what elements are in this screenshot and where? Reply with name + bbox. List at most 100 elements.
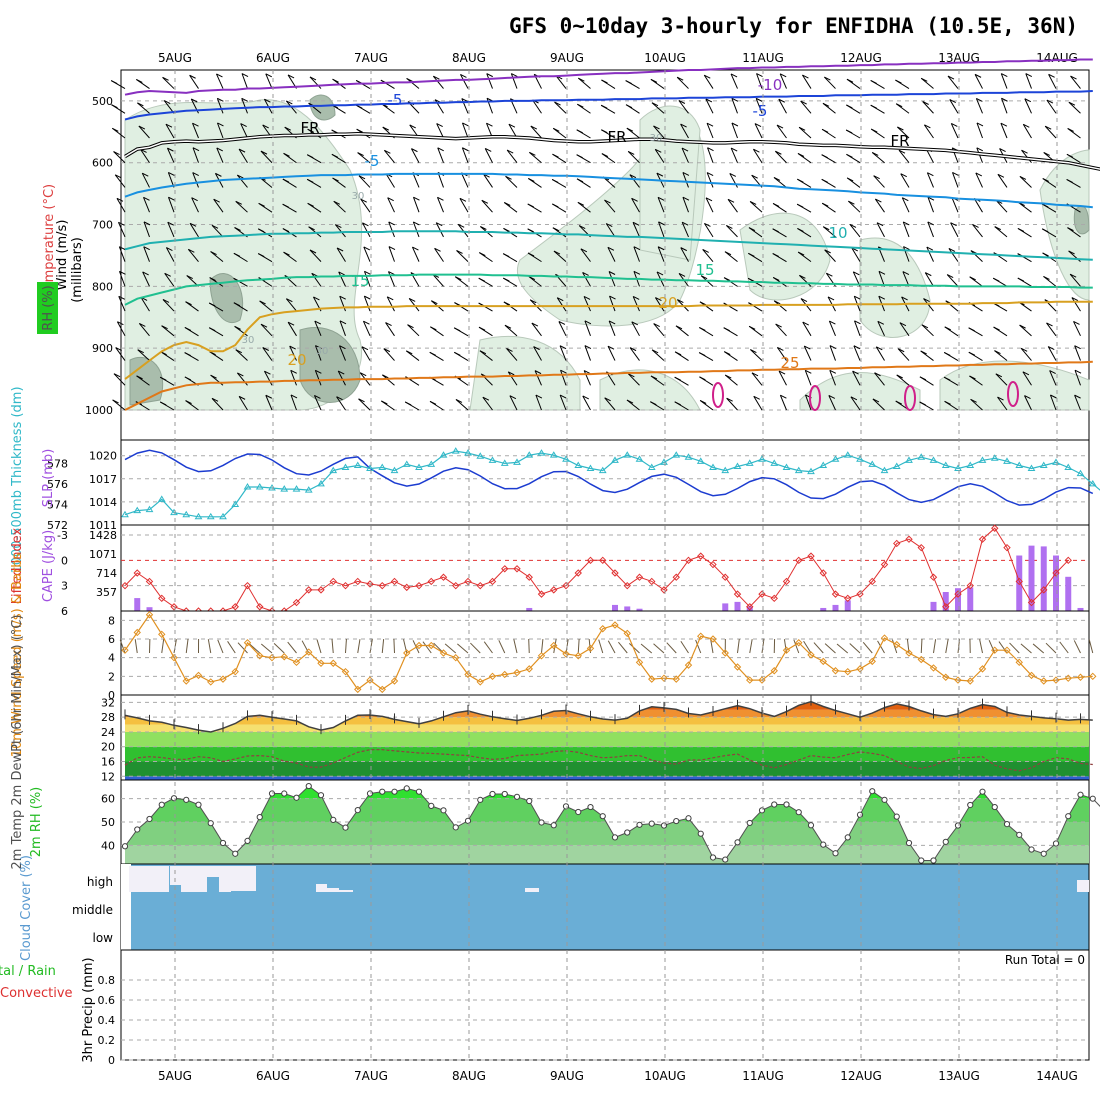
- wind-barb: [945, 300, 959, 312]
- precip-frame: [120, 949, 1090, 1061]
- wind-barb: [724, 374, 738, 386]
- wind-barb-flag: [161, 325, 168, 330]
- wind-barb-flag: [731, 97, 739, 102]
- wind-barb-flag: [925, 272, 932, 277]
- wind-barb: [461, 98, 469, 114]
- wind-barb-flag: [534, 370, 542, 375]
- wind-barb-flag: [829, 320, 836, 325]
- wind-barb-flag: [846, 104, 853, 109]
- wind-barb: [952, 172, 959, 188]
- wind-speed-marker: [709, 635, 717, 643]
- wind-barb: [653, 323, 665, 337]
- wind-barb-flag: [282, 228, 290, 232]
- wind-barb-flag: [927, 221, 935, 226]
- surface-wind-barb: [945, 639, 949, 654]
- thickness-marker: [868, 460, 877, 467]
- wind-barb-flag: [975, 172, 983, 177]
- wind-barb-flag: [286, 100, 293, 105]
- rh-marker: [305, 782, 312, 790]
- rh-marker: [513, 793, 521, 800]
- wind-barb-flag: [871, 128, 878, 133]
- wind-barb-flag: [797, 152, 805, 157]
- wind-barb-flag: [434, 247, 441, 252]
- wind-barb-flag: [970, 398, 977, 403]
- li-tick: 6: [61, 605, 68, 618]
- wind-barb-flag: [606, 223, 613, 227]
- wind-speed-marker: [807, 651, 815, 659]
- surface-wind-barb: [891, 639, 898, 654]
- surface-wind-barb: [695, 639, 702, 654]
- wind-barb-flag: [457, 223, 465, 228]
- wind-barb: [385, 173, 395, 188]
- wind-barb: [871, 152, 885, 164]
- wind-barb-flag: [137, 349, 144, 354]
- wind-barb-flag: [723, 327, 730, 332]
- thickness-marker: [427, 460, 436, 467]
- wind-barb: [285, 298, 297, 312]
- wind-speed-marker: [954, 676, 962, 684]
- isotherm-label: 15: [695, 261, 714, 279]
- thickness-marker: [390, 466, 399, 474]
- li-marker: [844, 594, 852, 603]
- wind-barb: [627, 151, 640, 164]
- wind-barb-flag: [241, 73, 249, 77]
- wind-barb-flag: [142, 172, 149, 177]
- surface-wind-barb: [1073, 640, 1081, 654]
- wind-barb-flag: [162, 299, 170, 303]
- wind-speed-marker: [133, 628, 141, 637]
- thickness-marker: [280, 485, 289, 492]
- rh-marker: [1089, 795, 1096, 802]
- wind-barb-flag: [583, 295, 591, 300]
- surface-wind-barb: [483, 641, 493, 654]
- wind-barb-flag: [850, 396, 858, 401]
- thickness-marker: [317, 479, 325, 487]
- wind-barb-flag: [577, 201, 585, 206]
- rh-marker: [207, 820, 214, 827]
- wind-speed-marker: [415, 641, 423, 650]
- wind-barb: [976, 122, 983, 139]
- wind-barb: [799, 274, 812, 287]
- wind-barb: [927, 221, 934, 238]
- wind-barb: [114, 174, 126, 188]
- wind-barb-flag: [511, 73, 518, 78]
- wind-barb-flag: [849, 223, 857, 228]
- wind-barb-flag: [976, 98, 983, 102]
- cape-bar: [1028, 545, 1035, 611]
- wind-speed-marker: [1076, 673, 1085, 681]
- thickness-marker: [978, 456, 987, 463]
- wind-speed-marker: [978, 665, 987, 673]
- wind-barb-flag: [287, 74, 295, 79]
- bottom-date-label: 8AUG: [452, 1069, 486, 1083]
- wind-barb-flag: [897, 126, 904, 131]
- rh-marker: [795, 809, 802, 816]
- wind-barb-flag: [677, 299, 684, 304]
- wind-barb: [290, 370, 297, 386]
- cape-bar: [1065, 576, 1072, 611]
- thickness-marker: [231, 500, 240, 507]
- wind-barb-flag: [189, 74, 196, 79]
- thickness-marker: [892, 462, 901, 469]
- wind-barb-flag: [559, 345, 567, 350]
- wind-barb-flag: [754, 123, 762, 128]
- cape-bar: [146, 607, 153, 611]
- dewpt-line: [124, 749, 1093, 772]
- wind-barb: [853, 345, 861, 361]
- wind-barb-flag: [653, 323, 660, 328]
- rh-marker: [1065, 813, 1072, 820]
- surface-wind-barb: [1032, 643, 1045, 654]
- thickness-marker: [1039, 461, 1048, 468]
- svg-text:Wind (m/s): Wind (m/s): [55, 220, 70, 291]
- wind-barb-flag: [553, 127, 560, 132]
- wind-barb-flag: [384, 149, 391, 154]
- wind-barb: [115, 347, 126, 361]
- wind-barb-flag: [969, 375, 976, 380]
- wind-barb-flag: [387, 296, 394, 301]
- rh-marker: [905, 839, 913, 847]
- wind-barb: [727, 198, 738, 213]
- wind-barb: [974, 74, 983, 89]
- li-marker: [415, 581, 423, 590]
- wind-barb-flag: [315, 345, 322, 349]
- wind-speed-marker: [942, 673, 950, 681]
- rh-marker: [268, 790, 276, 797]
- wind-barb: [725, 225, 738, 238]
